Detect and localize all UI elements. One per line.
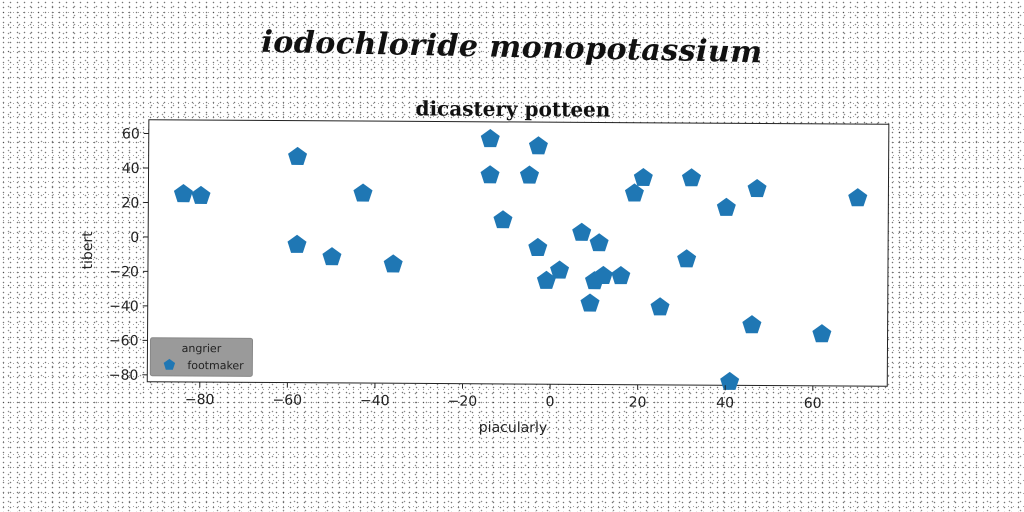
data-point [191, 185, 211, 204]
data-point [611, 266, 631, 285]
y-tick-label: 40 [122, 161, 140, 177]
data-point [589, 233, 609, 252]
y-tick-label: 20 [121, 195, 139, 211]
plot-area [146, 119, 890, 387]
data-point [288, 146, 308, 165]
data-point [572, 222, 592, 241]
legend-title: angrier [182, 342, 222, 355]
data-point [716, 197, 736, 216]
x-tick-label: 20 [629, 395, 647, 411]
data-point [593, 265, 613, 285]
data-point [173, 184, 193, 203]
data-point [322, 247, 342, 266]
legend-box [149, 337, 254, 377]
legend-label: footmaker [187, 359, 244, 372]
y-tick-label: −20 [109, 264, 139, 280]
legend-marker [163, 358, 176, 370]
data-point [742, 315, 762, 334]
data-point [536, 270, 556, 289]
data-point [528, 136, 548, 155]
y-axis-ticks: 60 40 20 0 −20 −40 −60 −80 [109, 126, 149, 384]
x-axis-ticks: −80 −60 −40 −20 0 20 40 60 [185, 382, 822, 412]
data-point [747, 178, 767, 198]
data-point [519, 165, 540, 184]
x-tick-label: 60 [804, 396, 822, 412]
data-point [480, 129, 500, 148]
data-point [812, 324, 832, 343]
x-tick-label: −40 [360, 393, 390, 409]
legend: angrier footmaker [149, 337, 254, 377]
data-point [650, 297, 670, 316]
data-point [383, 254, 403, 273]
data-point [633, 167, 653, 186]
data-point [624, 183, 644, 202]
y-tick-label: −40 [109, 299, 139, 315]
x-tick-label: 40 [716, 395, 734, 411]
x-axis-label: piacularly [479, 420, 547, 436]
y-tick-label: −80 [109, 368, 139, 384]
data-point [493, 210, 513, 229]
y-tick-label: −60 [109, 333, 139, 349]
data-point [848, 188, 868, 207]
data-point [681, 168, 702, 187]
y-axis-label: tibert [80, 231, 96, 270]
chart-title: dicastery potteen [415, 96, 610, 121]
data-point [550, 260, 570, 279]
data-point [580, 293, 600, 312]
x-tick-label: 0 [545, 394, 554, 410]
y-tick-label: 60 [122, 126, 140, 142]
x-tick-label: −20 [448, 394, 478, 410]
data-point [528, 237, 548, 257]
x-tick-label: −60 [272, 393, 302, 409]
data-point [677, 249, 697, 268]
data-point [353, 183, 373, 202]
data-points [173, 129, 868, 390]
y-tick-label: 0 [130, 230, 139, 246]
data-point [287, 234, 307, 253]
x-tick-label: −80 [185, 392, 215, 408]
data-point [480, 165, 500, 184]
